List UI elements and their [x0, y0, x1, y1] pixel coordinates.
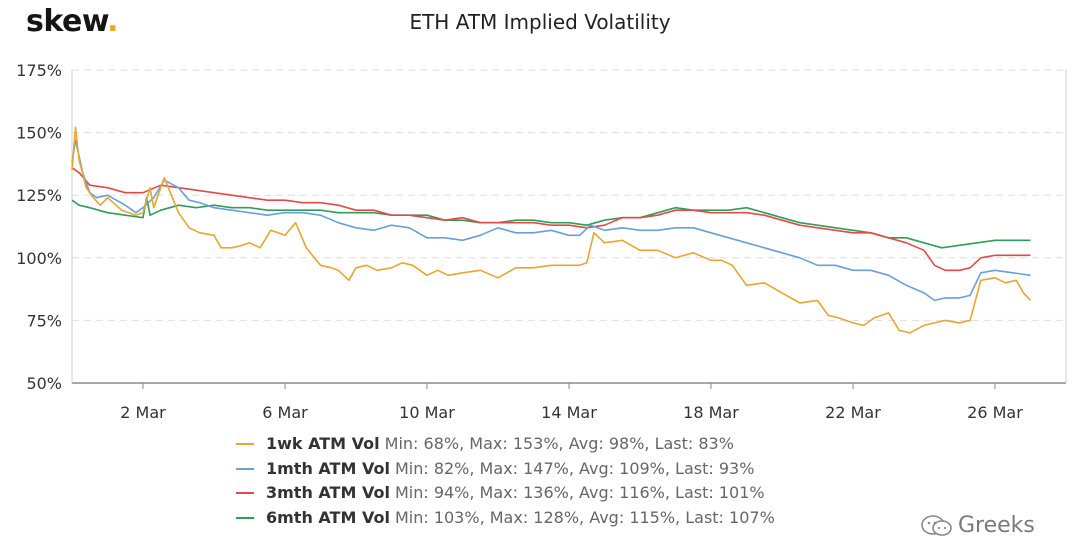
legend-swatch: [236, 492, 254, 495]
series-line-1wk: [71, 126, 1032, 334]
chart-title: ETH ATM Implied Volatility: [409, 10, 671, 34]
chart-legend: 1wk ATM Vol Min: 68%, Max: 153%, Avg: 98%…: [236, 432, 775, 530]
y-tick-label: 75%: [26, 311, 62, 330]
legend-item[interactable]: 6mth ATM Vol Min: 103%, Max: 128%, Avg: 1…: [236, 506, 775, 531]
series-line-3mth: [71, 167, 1031, 272]
x-tick-label: 26 Mar: [967, 403, 1023, 422]
legend-series-stats: Min: 94%, Max: 136%, Avg: 116%, Last: 10…: [394, 483, 765, 502]
x-tick-label: 22 Mar: [825, 403, 881, 422]
legend-series-stats: Min: 68%, Max: 153%, Avg: 98%, Last: 83%: [384, 434, 734, 453]
legend-series-stats: Min: 103%, Max: 128%, Avg: 115%, Last: 1…: [394, 507, 775, 527]
x-tick-label: 18 Mar: [683, 403, 739, 422]
legend-swatch: [236, 467, 254, 470]
x-tick-label: 6 Mar: [262, 403, 308, 422]
skew-logo: skew.: [26, 4, 119, 39]
legend-item[interactable]: 1mth ATM Vol Min: 82%, Max: 147%, Avg: 10…: [236, 457, 775, 482]
legend-series-name: 1wk ATM Vol: [266, 434, 380, 453]
legend-item[interactable]: 3mth ATM Vol Min: 94%, Max: 136%, Avg: 11…: [236, 481, 775, 506]
legend-series-name: 1mth ATM Vol: [266, 458, 390, 478]
legend-series-name: 3mth ATM Vol: [266, 483, 390, 502]
series-line-1mth: [71, 139, 1031, 302]
y-tick-label: 125%: [16, 186, 62, 205]
x-tick-label: 14 Mar: [541, 403, 597, 422]
x-tick-label: 10 Mar: [399, 403, 455, 422]
watermark-text: Greeks: [958, 513, 1035, 538]
legend-swatch: [236, 443, 254, 446]
legend-item[interactable]: 1wk ATM Vol Min: 68%, Max: 153%, Avg: 98%…: [236, 432, 775, 457]
legend-series-stats: Min: 82%, Max: 147%, Avg: 109%, Last: 93…: [394, 458, 755, 478]
x-tick-label: 2 Mar: [120, 403, 166, 422]
y-tick-label: 175%: [16, 61, 62, 80]
legend-series-name: 6mth ATM Vol: [266, 507, 390, 527]
y-tick-label: 100%: [16, 249, 62, 268]
chat-bubble-icon: [921, 514, 952, 536]
watermark: Greeks: [920, 513, 1035, 538]
y-tick-label: 150%: [16, 124, 62, 143]
legend-swatch: [236, 516, 254, 519]
y-tick-label: 50%: [26, 374, 62, 393]
series-line-6mth: [71, 196, 1031, 249]
